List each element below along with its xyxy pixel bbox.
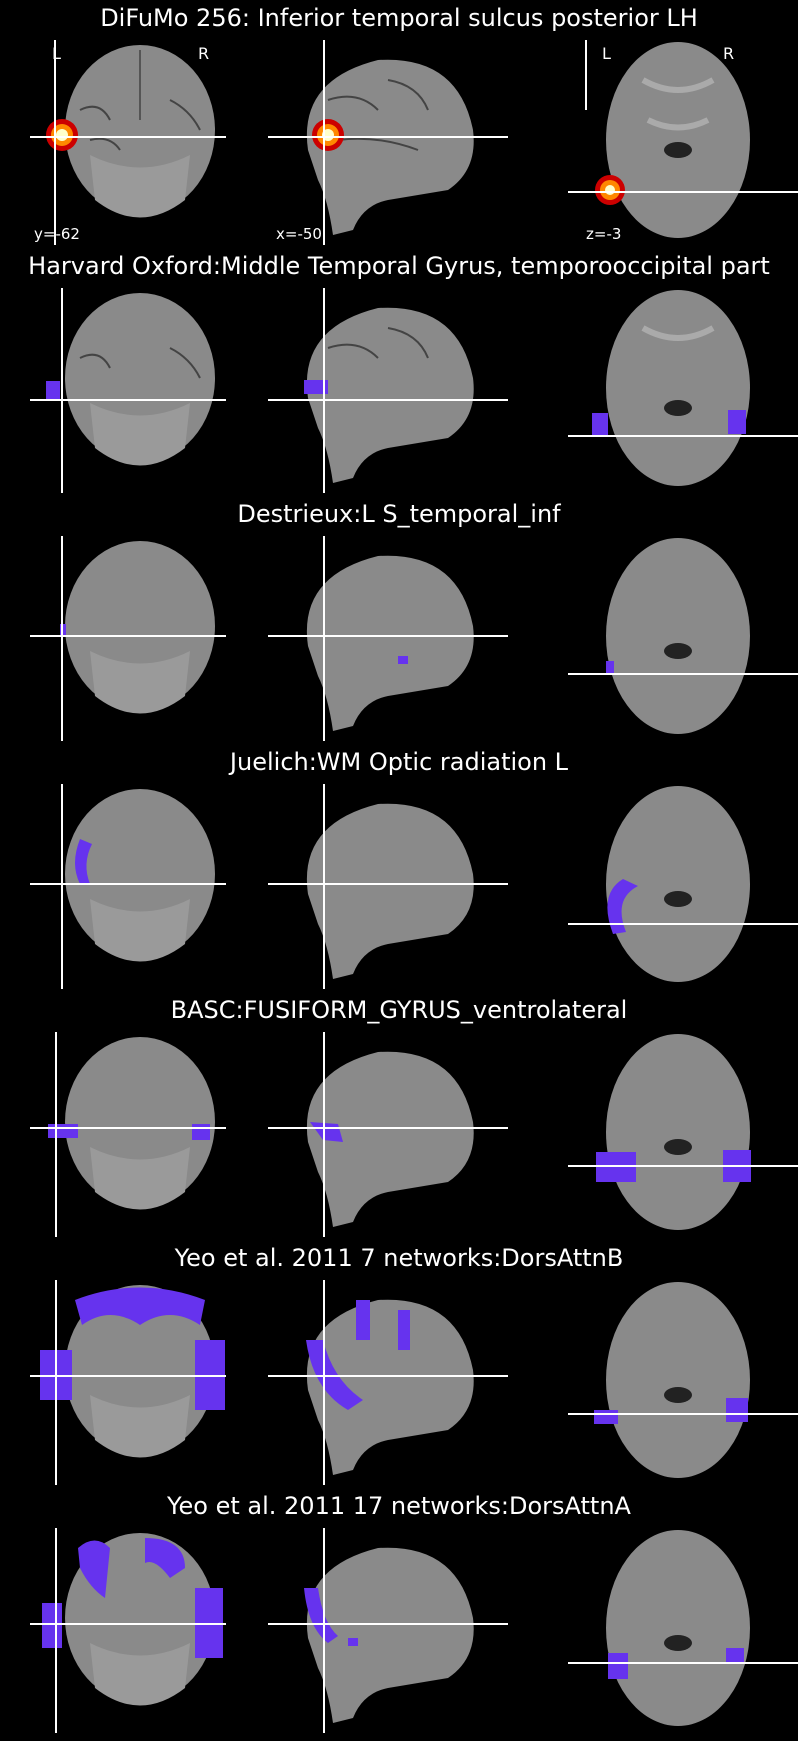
panel-title: Destrieux:L S_temporal_inf: [237, 500, 561, 528]
panel-title: Harvard Oxford:Middle Temporal Gyrus, te…: [28, 252, 770, 280]
axial-view: [568, 1528, 798, 1733]
panel-title: Yeo et al. 2011 7 networks:DorsAttnB: [174, 1244, 624, 1272]
coronal-view: [20, 1032, 260, 1237]
coronal-slice: [30, 40, 226, 245]
axial-view: [568, 784, 798, 989]
axial-slice: [568, 1034, 798, 1230]
axial-view: [568, 1280, 798, 1485]
panel-title: BASC:FUSIFORM_GYRUS_ventrolateral: [170, 996, 628, 1024]
sagittal-slice: [268, 1032, 508, 1237]
sagittal-view: [268, 1032, 508, 1237]
panel-title: DiFuMo 256: Inferior temporal sulcus pos…: [100, 4, 698, 32]
sagittal-slice: [268, 1528, 508, 1733]
sagittal-view: [268, 536, 508, 741]
right-label: R: [723, 44, 735, 63]
axial-slice: [568, 786, 798, 982]
coronal-slice: [30, 288, 226, 493]
sagittal-view: [268, 784, 508, 989]
coronal-view: [20, 784, 260, 989]
axial-slice: [568, 290, 798, 486]
axial-slice: [568, 1282, 798, 1478]
coronal-view: [20, 288, 260, 493]
axial-view: [568, 288, 798, 493]
sagittal-view: x=-50: [268, 40, 508, 245]
sagittal-slice: [268, 536, 508, 741]
right-label: R: [198, 44, 210, 63]
sagittal-slice: [268, 784, 508, 989]
sagittal-view: [268, 1280, 508, 1485]
coronal-view: [20, 536, 260, 741]
sagittal-coordinate: x=-50: [276, 225, 322, 243]
coronal-slice: [30, 536, 226, 741]
axial-view: [568, 1032, 798, 1237]
coronal-view: [20, 1528, 260, 1733]
left-label: L: [602, 44, 611, 63]
panel-title: Juelich:WM Optic radiation L: [229, 748, 569, 776]
atlas-panel-yeo-7: Yeo et al. 2011 7 networks:DorsAttnB: [0, 1240, 798, 1488]
atlas-panel-juelich: Juelich:WM Optic radiation L: [0, 744, 798, 992]
coronal-slice: [30, 1032, 226, 1237]
coronal-view: [20, 1280, 260, 1485]
axial-view: [568, 536, 798, 741]
axial-view: L R z=-3: [568, 40, 798, 245]
atlas-panel-destrieux: Destrieux:L S_temporal_inf: [0, 496, 798, 744]
left-label: L: [52, 44, 61, 63]
sagittal-slice: [268, 40, 508, 245]
coronal-view: L R y=-62: [20, 40, 260, 245]
atlas-panel-difumo: DiFuMo 256: Inferior temporal sulcus pos…: [0, 0, 798, 248]
axial-slice: [568, 538, 798, 734]
axial-slice: [568, 1530, 798, 1726]
panel-title: Yeo et al. 2011 17 networks:DorsAttnA: [167, 1492, 631, 1520]
coronal-slice: [30, 784, 226, 989]
atlas-panel-harvard-oxford: Harvard Oxford:Middle Temporal Gyrus, te…: [0, 248, 798, 496]
sagittal-view: [268, 288, 508, 493]
sagittal-slice: [268, 288, 508, 493]
sagittal-slice: [268, 1280, 508, 1485]
coronal-slice: [30, 1280, 226, 1485]
coronal-slice: [30, 1528, 226, 1733]
atlas-panel-yeo-17: Yeo et al. 2011 17 networks:DorsAttnA: [0, 1488, 798, 1736]
axial-slice: [568, 40, 798, 238]
atlas-panel-basc: BASC:FUSIFORM_GYRUS_ventrolateral: [0, 992, 798, 1240]
axial-coordinate: z=-3: [586, 225, 622, 243]
sagittal-view: [268, 1528, 508, 1733]
coronal-coordinate: y=-62: [34, 225, 80, 243]
